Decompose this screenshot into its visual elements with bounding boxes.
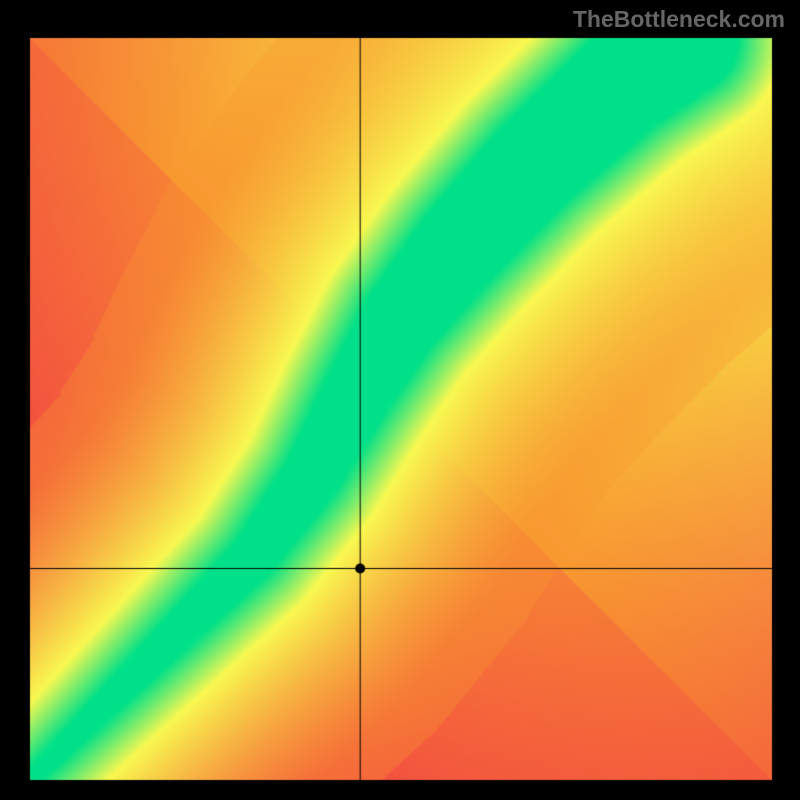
chart-container: TheBottleneck.com: [0, 0, 800, 800]
attribution-text: TheBottleneck.com: [573, 6, 785, 33]
heatmap-chart: [0, 0, 800, 800]
